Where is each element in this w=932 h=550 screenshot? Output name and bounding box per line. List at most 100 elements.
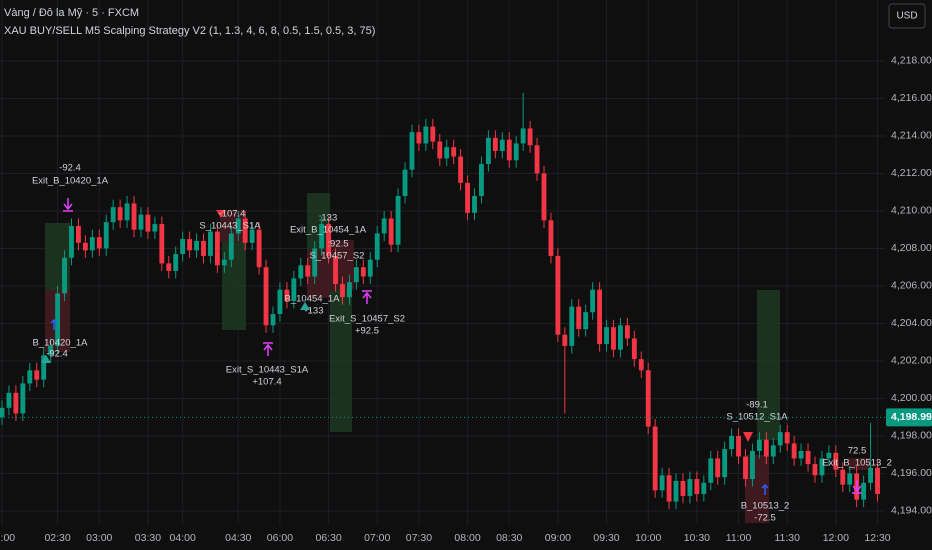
currency-label: USD — [896, 11, 917, 22]
exit-marker — [852, 480, 862, 494]
candle-body — [62, 257, 67, 294]
trade-annotation: S_10512_S1A — [726, 412, 788, 423]
strategy-title: XAU BUY/SELL M5 Scalping Strategy V2 (1,… — [4, 25, 375, 37]
candle-body — [319, 224, 325, 249]
candle-body — [562, 334, 568, 346]
candle-body — [89, 237, 95, 251]
trade-annotation: Exit_S_10443_S1A — [226, 365, 309, 376]
candle-body — [381, 218, 387, 234]
trade-annotation: Exit_B_10513_2 — [822, 458, 892, 469]
candle-body — [0, 407, 5, 418]
candle-body — [485, 137, 491, 165]
y-tick-label: 4,216.00 — [891, 92, 932, 104]
trade-annotation: -92.4 — [59, 163, 81, 174]
candle-body — [235, 218, 241, 234]
y-tick-label: 4,206.00 — [891, 280, 932, 292]
candle-body — [479, 164, 484, 196]
trade-annotation: B_10454_1A — [285, 294, 341, 305]
x-tick-label: 06:00 — [267, 532, 293, 544]
trade-annotation: :92.5 — [327, 239, 348, 250]
candle-body — [715, 458, 721, 478]
candle-body — [395, 195, 401, 245]
candle-body — [416, 132, 422, 144]
candle-body — [312, 248, 318, 277]
y-tick-label: 4,198.00 — [891, 430, 932, 442]
candle-body — [55, 293, 61, 346]
candle-body — [743, 456, 748, 480]
candle-body — [520, 128, 526, 144]
candle-body — [708, 458, 714, 483]
x-tick-label: 02:00 — [0, 532, 15, 544]
candle-body — [20, 383, 26, 414]
candle-body — [201, 240, 206, 256]
y-tick-label: 4,214.00 — [891, 130, 932, 142]
trade-annotation: -107.4 — [219, 209, 246, 220]
candle-body — [124, 203, 130, 221]
currency-button[interactable] — [888, 3, 926, 29]
exit-marker — [63, 198, 73, 212]
candle-body — [875, 467, 880, 495]
candle-body — [819, 458, 825, 476]
candle-body — [263, 267, 269, 326]
y-tick-label: 4,196.00 — [891, 467, 932, 479]
candle-body — [360, 267, 366, 277]
candle-body — [159, 224, 165, 264]
candle-body — [624, 325, 630, 339]
trade-annotation: -72.5 — [754, 513, 776, 524]
x-tick-label: 04:00 — [170, 532, 196, 544]
entry-arrow — [50, 318, 58, 330]
candle-body — [805, 450, 811, 465]
candle-body — [333, 255, 338, 285]
candle-body — [131, 203, 137, 230]
candle-body — [756, 439, 762, 451]
candle-body — [673, 480, 679, 502]
candle-body — [173, 254, 179, 271]
candle-body — [750, 450, 755, 480]
x-tick-label: 10:00 — [635, 532, 661, 544]
candle-body — [611, 327, 616, 350]
candle-body — [506, 139, 512, 161]
candle-body — [534, 145, 540, 174]
signal-markers — [41, 198, 862, 495]
candle-body — [423, 126, 429, 144]
x-tick-label: 09:00 — [545, 532, 571, 544]
y-tick-label: 4,218.00 — [891, 55, 932, 67]
trade-annotation: B_10513_2 — [741, 501, 790, 512]
candle-body — [340, 284, 345, 298]
candle-body — [527, 128, 533, 146]
candle-body — [249, 229, 255, 243]
candle-body — [513, 143, 519, 161]
candle-body — [145, 214, 151, 232]
candle-body — [291, 278, 297, 301]
candle-body — [763, 439, 769, 457]
candle-body — [270, 314, 276, 326]
candle-body — [659, 475, 665, 491]
candle-body — [652, 426, 658, 491]
exit-marker — [362, 290, 372, 304]
candle-body — [701, 482, 707, 495]
candle-body — [208, 231, 213, 256]
last-price-tag — [886, 408, 932, 427]
candle-body — [826, 452, 832, 459]
x-tick-label: 09:30 — [593, 532, 619, 544]
candle-body — [833, 452, 839, 470]
x-tick-label: 07:00 — [364, 532, 390, 544]
candle-body — [722, 449, 728, 478]
x-tick-label: 10:30 — [684, 532, 710, 544]
candle-body — [638, 359, 644, 371]
candle-body — [374, 233, 380, 260]
candle-body — [388, 218, 394, 245]
candle-body — [465, 182, 470, 213]
candle-body — [27, 370, 33, 384]
candle-body — [798, 450, 804, 459]
symbol-title: Vàng / Đô la Mỹ · 5 · FXCM — [4, 7, 139, 19]
candle-body — [777, 432, 783, 446]
candle-body — [868, 467, 874, 483]
candle-body — [82, 242, 88, 251]
candle-body — [597, 289, 603, 345]
trade-annotation: +107.4 — [252, 377, 281, 388]
candle-body — [409, 132, 415, 170]
candle-body — [41, 355, 47, 380]
